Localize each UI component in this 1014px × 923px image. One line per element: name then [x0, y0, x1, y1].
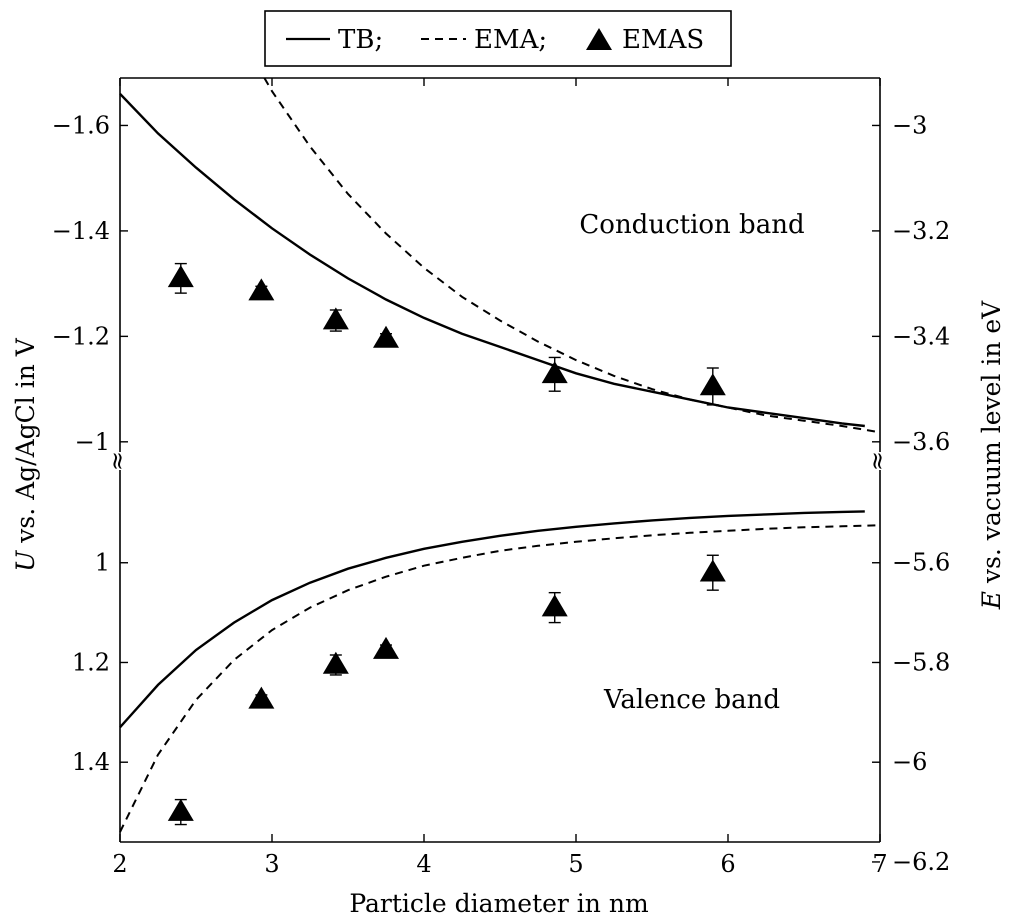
left-y-axis-var: U	[11, 550, 40, 572]
left-y-axis-title: U vs. Ag/AgCl in V	[11, 337, 40, 572]
series-ema-conduction	[263, 77, 881, 434]
right-tick-label-valence: −6.2	[892, 848, 950, 876]
emas-point-conduction	[541, 361, 568, 384]
x-tick-label: 6	[720, 850, 735, 878]
axis-break-mask	[872, 452, 888, 470]
emas-point-valence	[373, 636, 399, 659]
right-tick-label-valence: −6	[892, 748, 927, 776]
axis-break-mask	[112, 452, 128, 470]
emas-point-conduction	[322, 307, 349, 330]
right-tick-label-valence: −5.8	[892, 648, 950, 676]
left-y-axis-rest: vs. Ag/AgCl in V	[11, 337, 40, 550]
emas-point-valence	[248, 686, 275, 709]
left-axis-break-symbol: ≈	[104, 451, 132, 471]
right-tick-label-conduction: −3.4	[892, 322, 950, 350]
x-tick-label: 4	[416, 850, 431, 878]
right-y-axis-rest: vs. vacuum level in eV	[977, 300, 1006, 591]
right-y-axis-var: E	[977, 591, 1006, 610]
right-tick-label-valence: −5.6	[892, 549, 950, 577]
valence-band-label: Valence band	[603, 685, 780, 715]
plot-frames	[119, 77, 881, 843]
x-tick-label: 5	[568, 850, 583, 878]
series-ema-valence	[119, 524, 881, 833]
x-tick-label: 3	[264, 850, 279, 878]
right-axis-break-symbol: ≈	[864, 451, 892, 471]
legend-box	[264, 10, 732, 67]
emas-point-valence	[322, 651, 349, 674]
series-layer	[119, 77, 881, 833]
emas-point-conduction	[167, 265, 194, 288]
left-tick-label-conduction: −1.4	[52, 217, 110, 245]
emas-point-conduction	[373, 325, 399, 348]
right-tick-label-conduction: −3.2	[892, 217, 950, 245]
left-tick-label-valence: 1.2	[72, 648, 110, 676]
x-tick-label: 2	[112, 850, 127, 878]
ticks-layer: −1.6 −1.4 −1.2 −1 −3 −3.2 −3.4 −3.6 1 1.2 1.4 −5.6 −…	[52, 78, 950, 878]
left-tick-label-valence: 1.4	[72, 748, 110, 776]
emas-point-conduction	[248, 278, 275, 301]
legend-label-ema: EMA;	[474, 25, 547, 55]
left-tick-label-conduction: −1.2	[52, 322, 110, 350]
legend-triangle-marker	[586, 28, 612, 50]
right-tick-label-conduction: −3	[892, 111, 927, 139]
emas-point-valence	[541, 594, 568, 617]
left-tick-label-valence: 1	[95, 549, 110, 577]
legend: TB; EMA; EMAS	[264, 10, 732, 67]
left-tick-label-conduction: −1	[75, 428, 110, 456]
left-tick-label-conduction: −1.6	[52, 111, 110, 139]
right-tick-label-conduction: −3.6	[892, 428, 950, 456]
right-y-axis-title: E vs. vacuum level in eV	[977, 300, 1006, 610]
conduction-band-label: Conduction band	[579, 210, 804, 240]
x-tick-label: 7	[872, 850, 887, 878]
emas-point-valence	[699, 559, 726, 582]
series-tb-valence	[119, 510, 865, 729]
emas-point-valence	[167, 798, 194, 821]
series-tb-conduction	[119, 92, 865, 428]
legend-label-emas: EMAS	[622, 25, 704, 55]
legend-label-tb: TB;	[338, 25, 383, 55]
emas-point-conduction	[699, 373, 726, 396]
x-axis-title: Particle diameter in nm	[349, 889, 649, 918]
